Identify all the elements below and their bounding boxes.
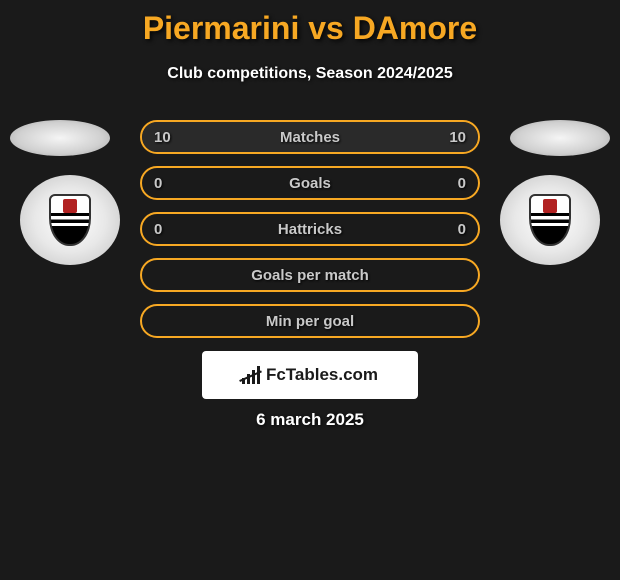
branding-text: FcTables.com (266, 365, 378, 385)
stat-label: Min per goal (266, 313, 354, 330)
club-shield-icon (529, 194, 571, 246)
player-left-avatar-placeholder (10, 120, 110, 156)
stat-row-goals: 0 Goals 0 (140, 166, 480, 200)
stats-container: 10 Matches 10 0 Goals 0 0 Hattricks 0 Go… (140, 120, 480, 350)
chart-icon (242, 366, 260, 384)
player-right-avatar-placeholder (510, 120, 610, 156)
page-subtitle: Club competitions, Season 2024/2025 (0, 65, 620, 83)
stat-row-goals-per-match: Goals per match (140, 258, 480, 292)
stat-row-matches: 10 Matches 10 (140, 120, 480, 154)
club-badge-right (500, 175, 600, 265)
stat-label: Matches (280, 129, 340, 146)
stat-row-min-per-goal: Min per goal (140, 304, 480, 338)
stat-label: Hattricks (278, 221, 342, 238)
club-badge-right-circle (500, 175, 600, 265)
stat-value-right: 10 (449, 129, 466, 146)
stat-label: Goals per match (251, 267, 369, 284)
stat-value-left: 10 (154, 129, 171, 146)
club-shield-icon (49, 194, 91, 246)
club-badge-left-circle (20, 175, 120, 265)
stat-label: Goals (289, 175, 331, 192)
stat-value-left: 0 (154, 175, 162, 192)
stat-value-left: 0 (154, 221, 162, 238)
stat-row-hattricks: 0 Hattricks 0 (140, 212, 480, 246)
stat-value-right: 0 (458, 175, 466, 192)
branding-box: FcTables.com (202, 351, 418, 399)
date-text: 6 march 2025 (0, 410, 620, 430)
stat-value-right: 0 (458, 221, 466, 238)
page-title: Piermarini vs DAmore (0, 0, 620, 47)
club-badge-left (20, 175, 120, 265)
